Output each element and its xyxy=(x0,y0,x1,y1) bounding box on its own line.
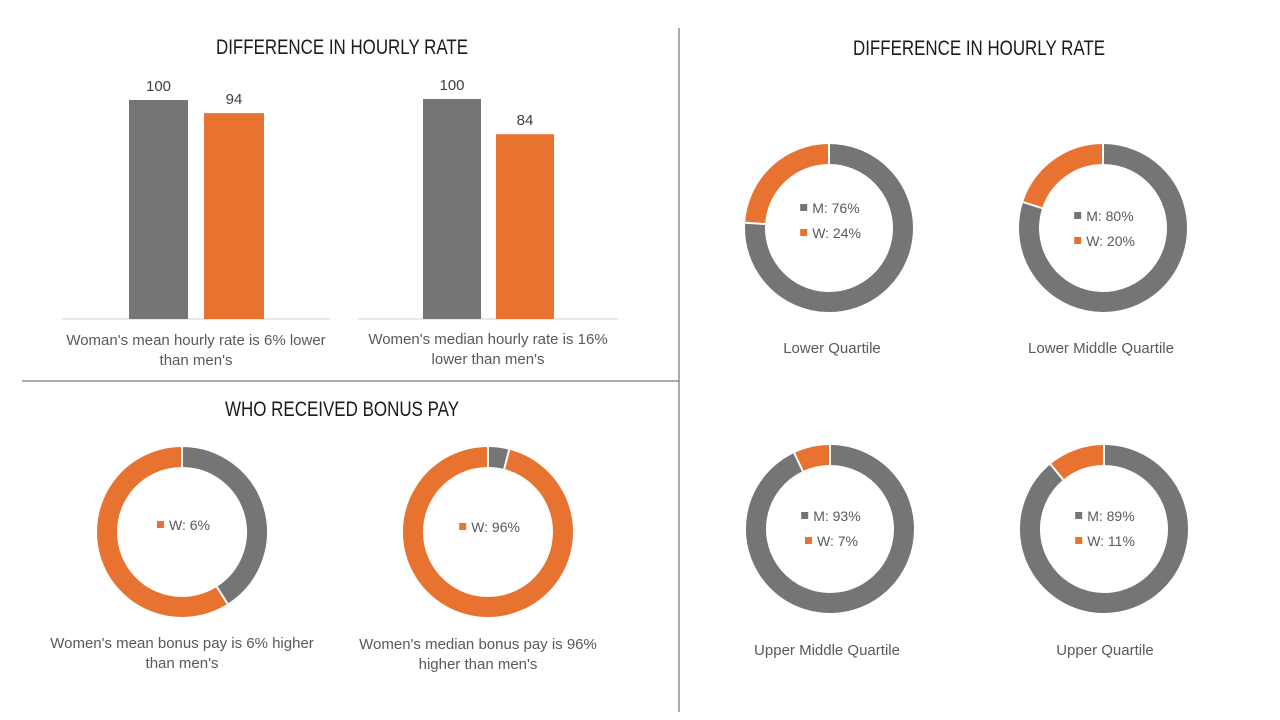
donut-chart-6 xyxy=(1020,445,1188,613)
donut-caption: higher than men's xyxy=(419,656,538,673)
bar-data-label: 84 xyxy=(517,112,534,129)
donut-caption: Women's mean bonus pay is 6% higher xyxy=(50,635,314,652)
charts-layer: 100 94 Woman's mean hourly rate is 6% lowe… xyxy=(50,77,1188,673)
legend-swatch xyxy=(800,229,808,236)
hourly-rate-title-left: DIFFERENCE IN HOURLY RATE xyxy=(216,36,468,59)
donut-chart-3 xyxy=(745,144,913,312)
legend-swatch xyxy=(1074,237,1082,244)
hourly-rate-title-right: DIFFERENCE IN HOURLY RATE xyxy=(853,37,1105,60)
donut-chart-4 xyxy=(1019,144,1187,312)
legend-label: W: 11% xyxy=(1087,533,1135,549)
legend-label: W: 24% xyxy=(812,225,861,241)
bonus-pay-title: WHO RECEIVED BONUS PAY xyxy=(225,398,459,421)
legend-swatch xyxy=(1074,212,1082,219)
donut-caption: than men's xyxy=(146,655,219,672)
legend-label: W: 7% xyxy=(817,533,858,549)
legend-label: W: 20% xyxy=(1086,233,1135,249)
donut-chart-1 xyxy=(97,447,267,617)
legend-swatch xyxy=(1075,512,1083,519)
bar-chart-2 xyxy=(358,99,618,320)
slice-separator xyxy=(793,452,804,472)
donut-slice-men xyxy=(1020,445,1188,613)
slice-separator xyxy=(745,221,766,225)
donut-chart-5 xyxy=(746,445,914,613)
donut-slice-women xyxy=(403,447,573,617)
donut-slice-men xyxy=(181,447,267,604)
legend-swatch xyxy=(801,512,809,519)
slice-separator xyxy=(503,449,511,470)
legend-swatch xyxy=(157,521,164,528)
bar-data-label: 100 xyxy=(146,78,171,95)
legend-swatch xyxy=(459,523,467,530)
donut-caption: Lower Quartile xyxy=(783,340,881,357)
donut-slice-women xyxy=(1023,144,1104,209)
donut-caption: Women's median bonus pay is 96% xyxy=(359,636,597,653)
bar-chart-caption: Women's median hourly rate is 16% xyxy=(368,331,607,348)
bar-chart-1 xyxy=(62,100,330,320)
bar-chart-caption: than men's xyxy=(160,352,233,369)
bar-women xyxy=(204,113,264,319)
donut-chart-2 xyxy=(403,447,573,617)
slice-separator xyxy=(1022,201,1043,210)
donut-slice-women xyxy=(97,447,228,617)
bar-men xyxy=(423,99,481,319)
legend-label: W: 6% xyxy=(169,517,210,533)
donut-caption: Upper Quartile xyxy=(1056,642,1154,659)
donut-slice-men xyxy=(487,447,510,470)
legend-label: M: 76% xyxy=(812,200,859,216)
legend-label: M: 93% xyxy=(813,508,860,524)
bar-chart-caption: lower than men's xyxy=(432,351,545,368)
donut-slice-women xyxy=(745,144,830,225)
bar-men xyxy=(129,100,188,319)
donut-slice-men xyxy=(745,144,913,312)
donut-caption: Lower Middle Quartile xyxy=(1028,340,1174,357)
legend-swatch xyxy=(1075,537,1083,544)
donut-slice-men xyxy=(1019,144,1187,312)
slice-separator xyxy=(1049,463,1064,481)
legend-swatch xyxy=(805,537,812,544)
legend-label: M: 89% xyxy=(1087,508,1134,524)
bar-data-label: 94 xyxy=(226,91,243,108)
donut-slice-men xyxy=(746,445,914,613)
donut-caption: Upper Middle Quartile xyxy=(754,642,900,659)
bar-women xyxy=(496,134,554,319)
legend-label: W: 96% xyxy=(471,519,520,535)
bar-chart-caption: Woman's mean hourly rate is 6% lower xyxy=(66,332,325,349)
donut-slice-women xyxy=(1050,445,1105,480)
donut-slice-women xyxy=(794,445,831,472)
legend-swatch xyxy=(800,204,808,211)
legend-label: M: 80% xyxy=(1086,208,1133,224)
slice-separator xyxy=(215,586,229,605)
bar-data-label: 100 xyxy=(439,77,464,94)
